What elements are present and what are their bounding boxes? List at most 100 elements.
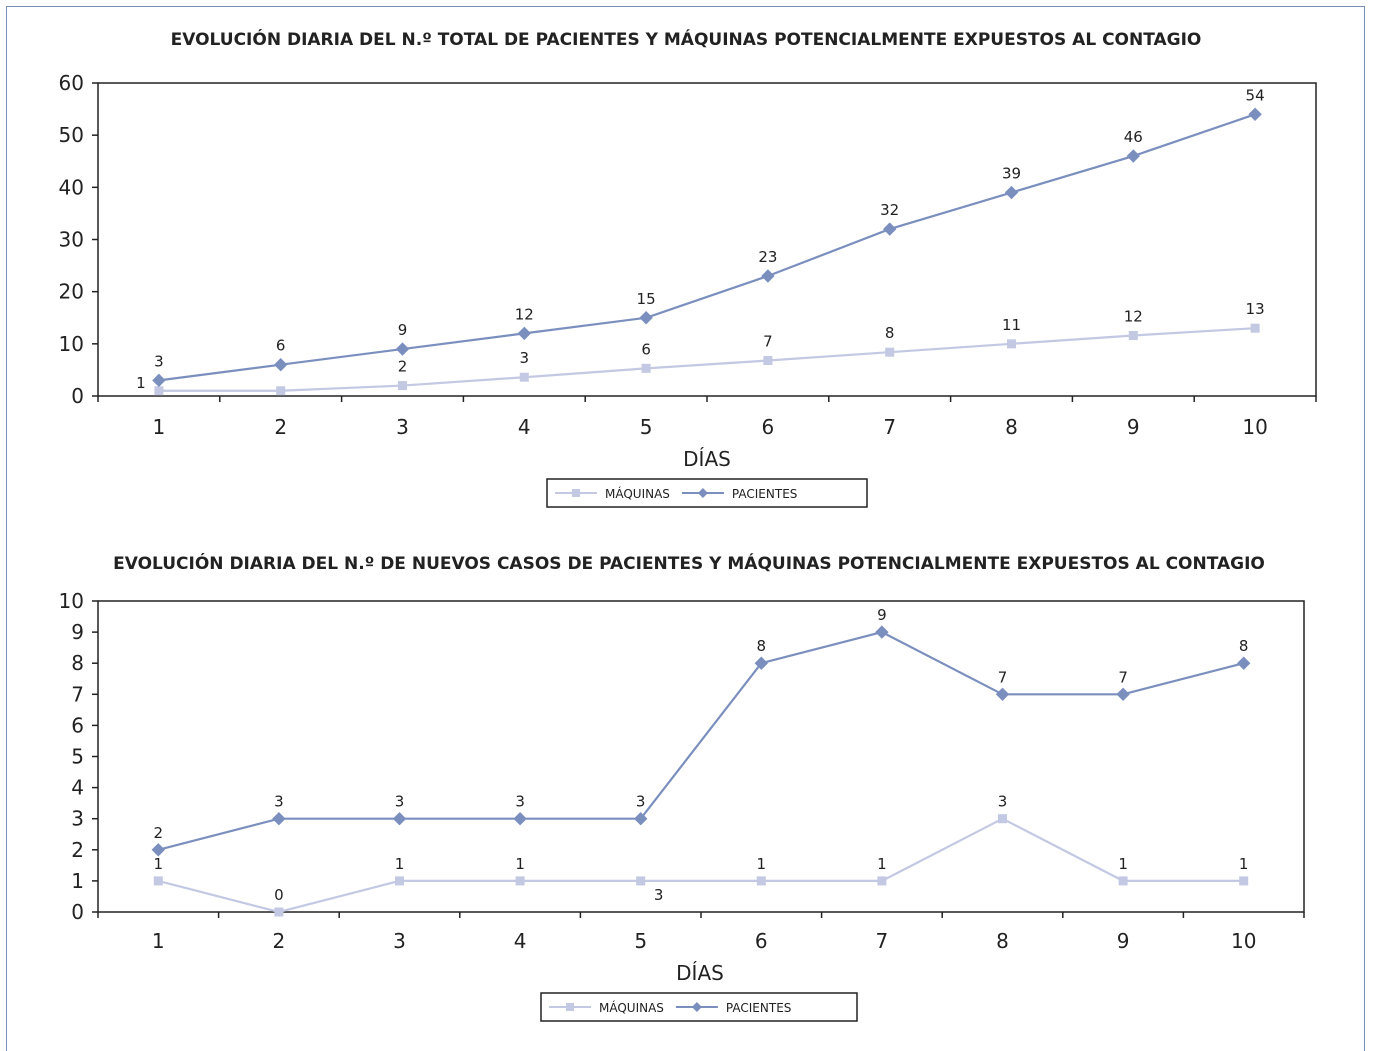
y-tick-label: 2 [71, 838, 84, 862]
new-cases-chart: EVOLUCIÓN DIARIA DEL N.º DE NUEVOS CASOS… [59, 552, 1305, 1022]
data-label-pacientes: 6 [276, 337, 286, 355]
page-frame [6, 6, 1365, 1051]
data-point-maquinas [641, 363, 651, 373]
data-label-maquinas: 13 [1246, 300, 1265, 318]
data-label-maquinas: 12 [1124, 307, 1143, 325]
legend-label-maquinas: MÁQUINAS [605, 486, 670, 501]
data-label-pacientes: 32 [880, 201, 899, 219]
y-axis: 0 10 20 30 40 50 60 [59, 71, 98, 408]
x-tick-label: 5 [634, 929, 647, 953]
data-point-pacientes [392, 811, 407, 826]
x-axis: 1 2 3 4 5 6 7 8 9 10 [97, 912, 1305, 953]
series-line-maquinas [158, 327, 1256, 392]
data-point-pacientes [1126, 149, 1141, 163]
x-tick-label: 9 [1127, 415, 1140, 439]
x-tick-label: 8 [1005, 415, 1018, 439]
data-label-pacientes: 9 [877, 606, 887, 624]
data-label-maquinas: 11 [1002, 316, 1021, 334]
x-tick-label: 1 [152, 929, 165, 953]
x-tick-label: 6 [762, 415, 775, 439]
data-point-maquinas [515, 876, 525, 886]
data-point-pacientes [639, 311, 653, 325]
legend-box [540, 992, 858, 1022]
y-tick-label: 60 [59, 71, 84, 95]
data-point-pacientes [513, 811, 527, 826]
series-line-maquinas [158, 817, 1244, 914]
data-label-maquinas: 2 [398, 358, 408, 376]
data-label-pacientes: 15 [637, 290, 656, 308]
x-tick-label: 4 [514, 929, 527, 953]
data-label-pacientes: 8 [1239, 637, 1249, 655]
data-label-maquinas: 1 [515, 855, 525, 873]
data-label-maquinas: 3 [654, 886, 664, 904]
x-axis: 1 2 3 4 5 6 7 8 9 10 [97, 396, 1317, 439]
x-tick-label: 2 [274, 415, 287, 439]
data-point-pacientes [1236, 656, 1251, 670]
y-tick-label: 3 [71, 807, 84, 831]
x-tick-label: 10 [1231, 929, 1256, 953]
data-label-pacientes: 3 [154, 352, 164, 370]
series-layer: 1 0 1 1 3 1 1 3 1 1 2 3 3 3 3 8 9 7 7 8 [151, 606, 1251, 917]
x-tick-label: 4 [518, 415, 531, 439]
x-tick-label: 9 [1117, 929, 1130, 953]
series-line-pacientes [158, 630, 1244, 851]
data-point-maquinas [519, 372, 529, 382]
y-tick-label: 4 [71, 776, 84, 800]
data-label-pacientes: 3 [274, 793, 284, 811]
data-point-maquinas [274, 907, 284, 917]
y-tick-label: 50 [59, 123, 84, 147]
data-point-maquinas [276, 386, 286, 396]
data-label-pacientes: 3 [515, 793, 525, 811]
x-tick-label: 7 [876, 929, 889, 953]
data-point-pacientes [995, 687, 1010, 702]
data-point-maquinas [398, 381, 407, 391]
data-label-pacientes: 3 [636, 793, 646, 811]
y-axis: 0 1 2 3 4 5 6 7 8 9 10 [59, 589, 98, 924]
x-axis-label: DÍAS [676, 961, 724, 985]
data-label-maquinas: 1 [1239, 855, 1249, 873]
y-tick-label: 5 [71, 745, 84, 769]
data-label-maquinas: 1 [1118, 855, 1128, 873]
data-label-pacientes: 9 [398, 321, 408, 339]
y-tick-label: 7 [71, 682, 84, 706]
data-point-pacientes [517, 326, 532, 341]
legend: MÁQUINAS PACIENTES [540, 992, 858, 1022]
data-point-maquinas [1250, 323, 1260, 333]
data-point-pacientes [754, 656, 769, 670]
data-label-pacientes: 3 [395, 793, 405, 811]
data-point-pacientes [272, 811, 286, 826]
y-tick-label: 0 [71, 384, 84, 408]
data-label-maquinas: 0 [274, 886, 284, 904]
x-tick-label: 6 [755, 929, 768, 953]
data-point-pacientes [875, 625, 889, 639]
y-tick-label: 20 [59, 280, 84, 304]
data-point-pacientes [1248, 107, 1262, 122]
data-label-maquinas: 3 [998, 793, 1008, 811]
y-tick-label: 40 [59, 175, 84, 199]
data-label-pacientes: 54 [1246, 86, 1265, 104]
data-point-maquinas [395, 876, 404, 886]
data-point-maquinas [756, 876, 766, 886]
data-point-maquinas [1007, 339, 1016, 349]
y-tick-label: 0 [71, 900, 84, 924]
legend-marker-maquinas [572, 489, 580, 497]
x-tick-label: 2 [273, 929, 286, 953]
data-point-maquinas [998, 814, 1007, 824]
x-tick-label: 5 [640, 415, 653, 439]
data-label-maquinas: 3 [520, 349, 530, 367]
y-tick-label: 10 [59, 589, 84, 613]
data-point-pacientes [882, 222, 897, 236]
data-point-maquinas [885, 347, 895, 357]
legend-label-pacientes: PACIENTES [732, 487, 797, 501]
data-point-maquinas [1118, 876, 1128, 886]
legend: MÁQUINAS PACIENTES [546, 478, 868, 508]
data-label-pacientes: 46 [1124, 128, 1143, 146]
y-tick-label: 8 [71, 651, 84, 675]
data-point-maquinas [154, 386, 164, 396]
data-point-pacientes [1116, 687, 1130, 702]
data-point-maquinas [636, 876, 646, 886]
legend-marker-pacientes [697, 488, 708, 498]
data-point-maquinas [763, 356, 773, 366]
data-label-pacientes: 7 [1118, 668, 1128, 686]
